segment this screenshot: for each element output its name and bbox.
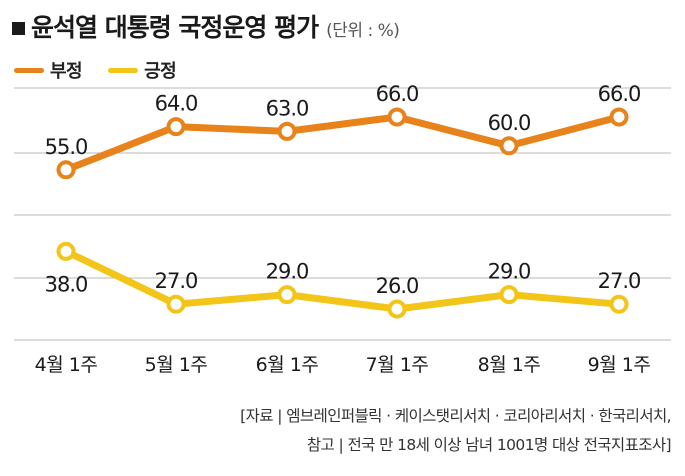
source-note: [자료 | 엠브레인퍼블릭 · 케이스탯리서치 · 코리아리서치 · 한국리서치… (240, 402, 671, 460)
data-point-negative (387, 107, 407, 127)
legend-label-negative: 부정 (50, 61, 83, 82)
data-label: 66.0 (376, 82, 419, 106)
x-tick-label: 8월 1주 (478, 354, 541, 376)
data-label: 27.0 (155, 269, 198, 293)
source-line-2: 참고 | 전국 만 18세 이상 남녀 1001명 대상 전국지표조사] (306, 436, 672, 454)
data-point-negative (56, 160, 76, 180)
data-label: 66.0 (598, 82, 641, 106)
data-point-positive (387, 299, 407, 319)
x-tick-label: 6월 1주 (256, 354, 319, 376)
data-label: 27.0 (598, 269, 641, 293)
series-line-negative (62, 113, 623, 174)
source-line-1: [자료 | 엠브레인퍼블릭 · 케이스탯리서치 · 코리아리서치 · 한국리서치… (240, 407, 671, 425)
data-point-positive (277, 285, 297, 305)
chart-title: 윤석열 대통령 국정운영 평가 (31, 13, 319, 42)
data-label: 26.0 (376, 274, 419, 298)
data-label: 29.0 (488, 260, 531, 284)
legend-label-positive: 긍정 (144, 61, 177, 82)
data-point-negative (277, 121, 297, 141)
legend-item-negative: 부정 (14, 57, 83, 83)
data-point-positive (166, 294, 186, 314)
legend-swatch-positive (108, 67, 139, 73)
line-chart: 55.0 64.0 63.0 66.0 60.0 66.0 38.0 27.0 29.0 26.0… (14, 82, 671, 376)
data-point-positive (499, 285, 519, 305)
chart-title-row: 윤석열 대통령 국정운영 평가 (단위 : %) (12, 8, 400, 42)
x-tick-label: 9월 1주 (588, 354, 651, 376)
data-label: 55.0 (45, 135, 88, 159)
data-point-negative (499, 136, 519, 156)
title-bullet-square (12, 22, 25, 35)
data-label: 64.0 (155, 92, 198, 116)
data-point-positive (56, 241, 76, 261)
x-tick-label: 7월 1주 (366, 354, 429, 376)
series-line-positive (62, 247, 623, 313)
data-label: 63.0 (266, 96, 309, 120)
data-point-negative (166, 117, 186, 137)
legend-item-positive: 긍정 (108, 57, 177, 83)
legend-swatch-negative (14, 67, 44, 73)
data-label: 29.0 (266, 260, 309, 284)
unit-label: (단위 : %) (326, 21, 400, 41)
legend: 부정 긍정 (14, 57, 202, 83)
x-tick-label: 4월 1주 (35, 354, 98, 376)
data-point-negative (609, 107, 629, 127)
data-label: 60.0 (488, 111, 531, 135)
data-point-positive (609, 294, 629, 314)
data-label: 38.0 (45, 272, 88, 296)
x-tick-label: 5월 1주 (145, 354, 208, 376)
